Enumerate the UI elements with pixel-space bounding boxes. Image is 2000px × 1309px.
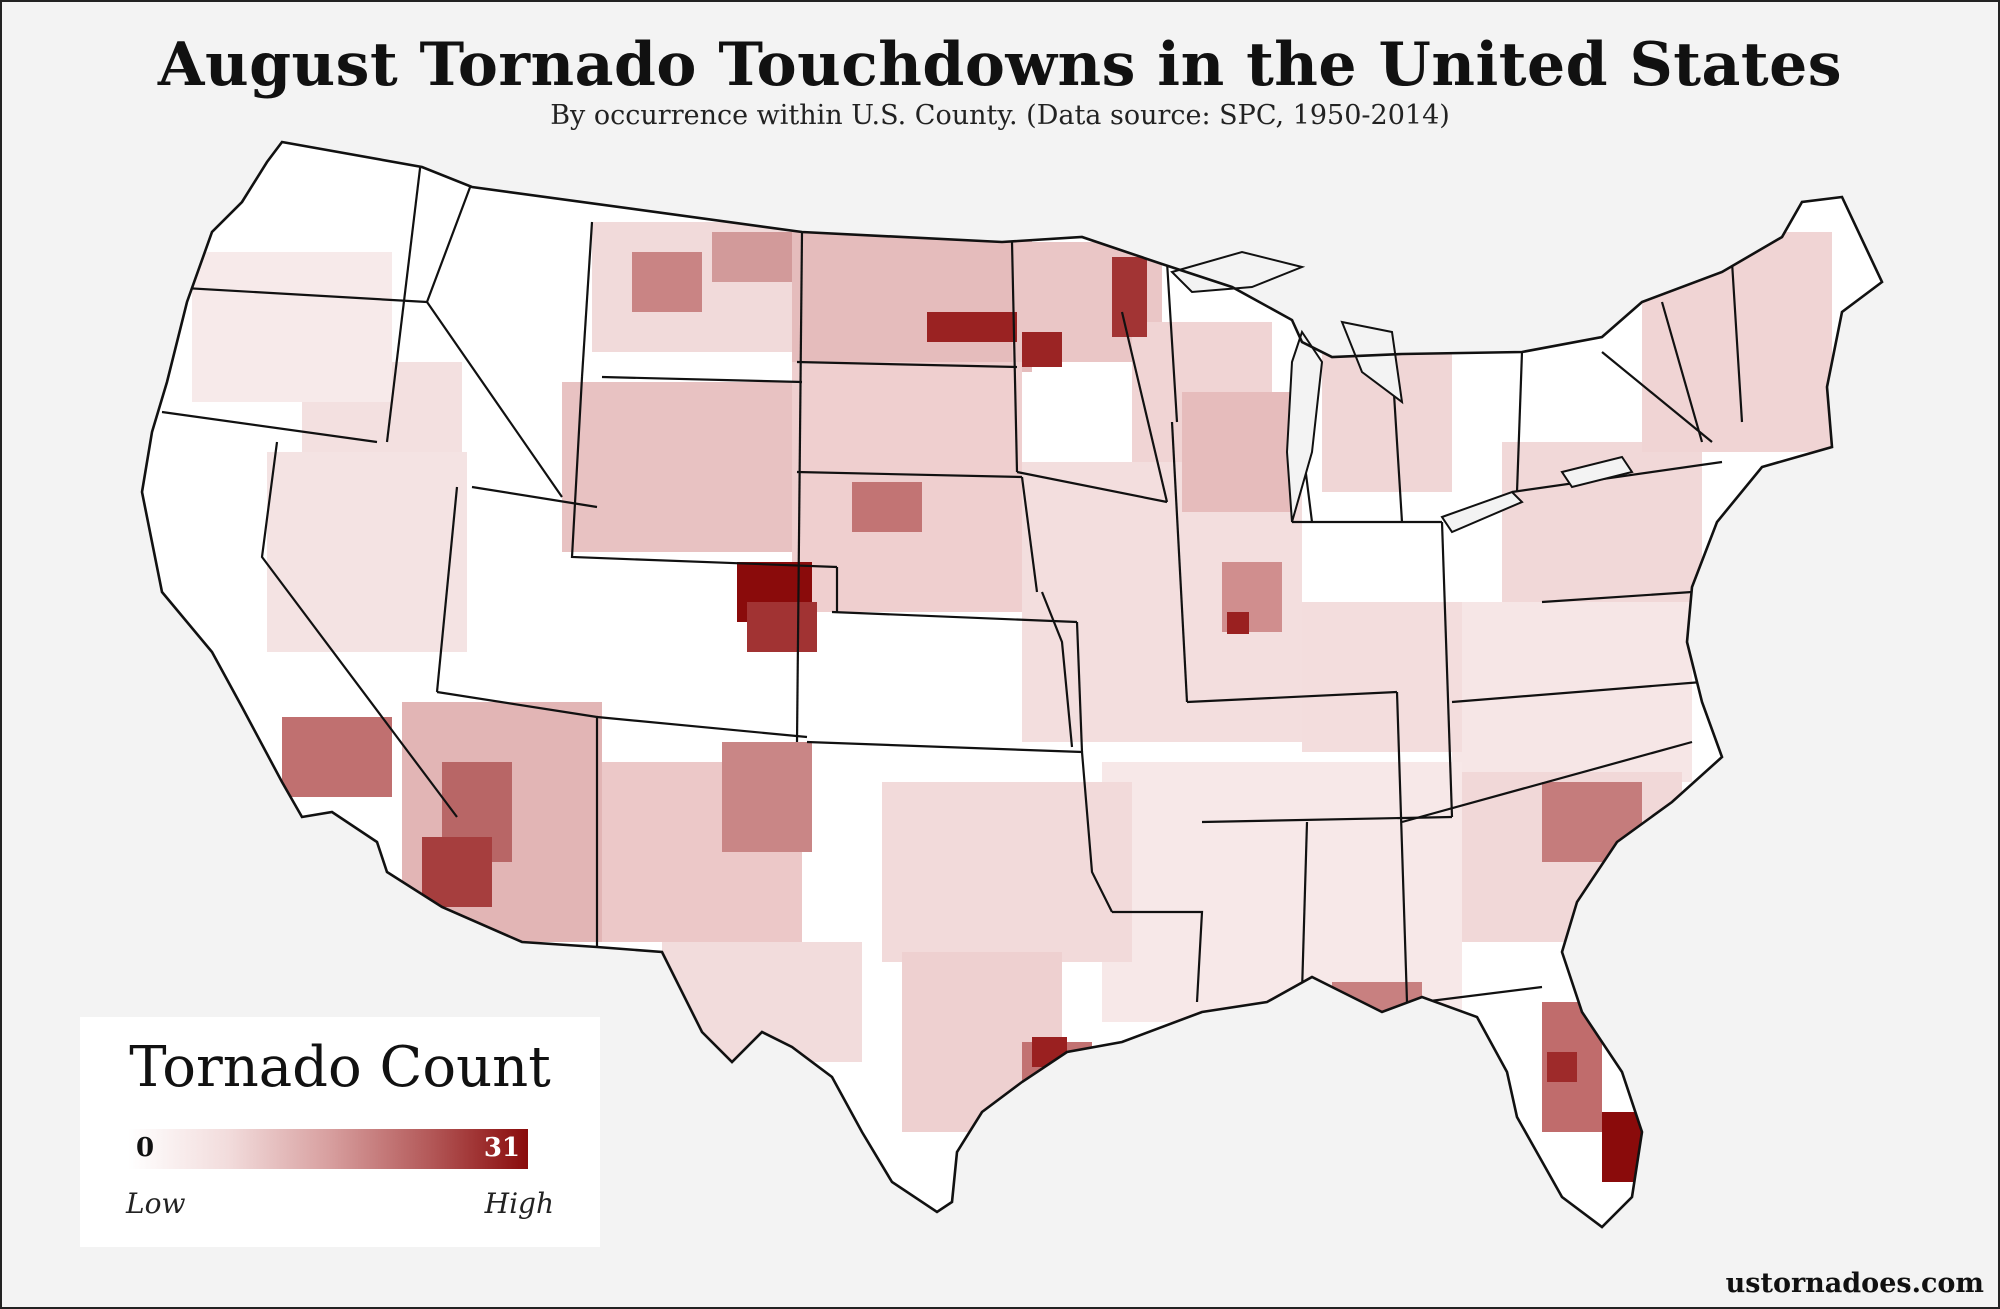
legend-high-label: High	[484, 1187, 554, 1220]
legend-min-value: 0	[136, 1133, 155, 1163]
great-lakes	[1170, 250, 1634, 534]
source-credit: ustornadoes.com	[1725, 1268, 1984, 1299]
map-subtitle: By occurrence within U.S. County. (Data …	[550, 100, 1450, 131]
legend-max-value: 31	[483, 1133, 520, 1163]
legend-title: Tornado Count	[129, 1035, 551, 1100]
legend-low-label: Low	[126, 1187, 186, 1220]
legend-color-scale: 0 31	[128, 1129, 528, 1169]
legend-panel: Tornado Count 0 31 Low High	[80, 1017, 600, 1247]
map-title: August Tornado Touchdowns in the United …	[157, 30, 1843, 100]
